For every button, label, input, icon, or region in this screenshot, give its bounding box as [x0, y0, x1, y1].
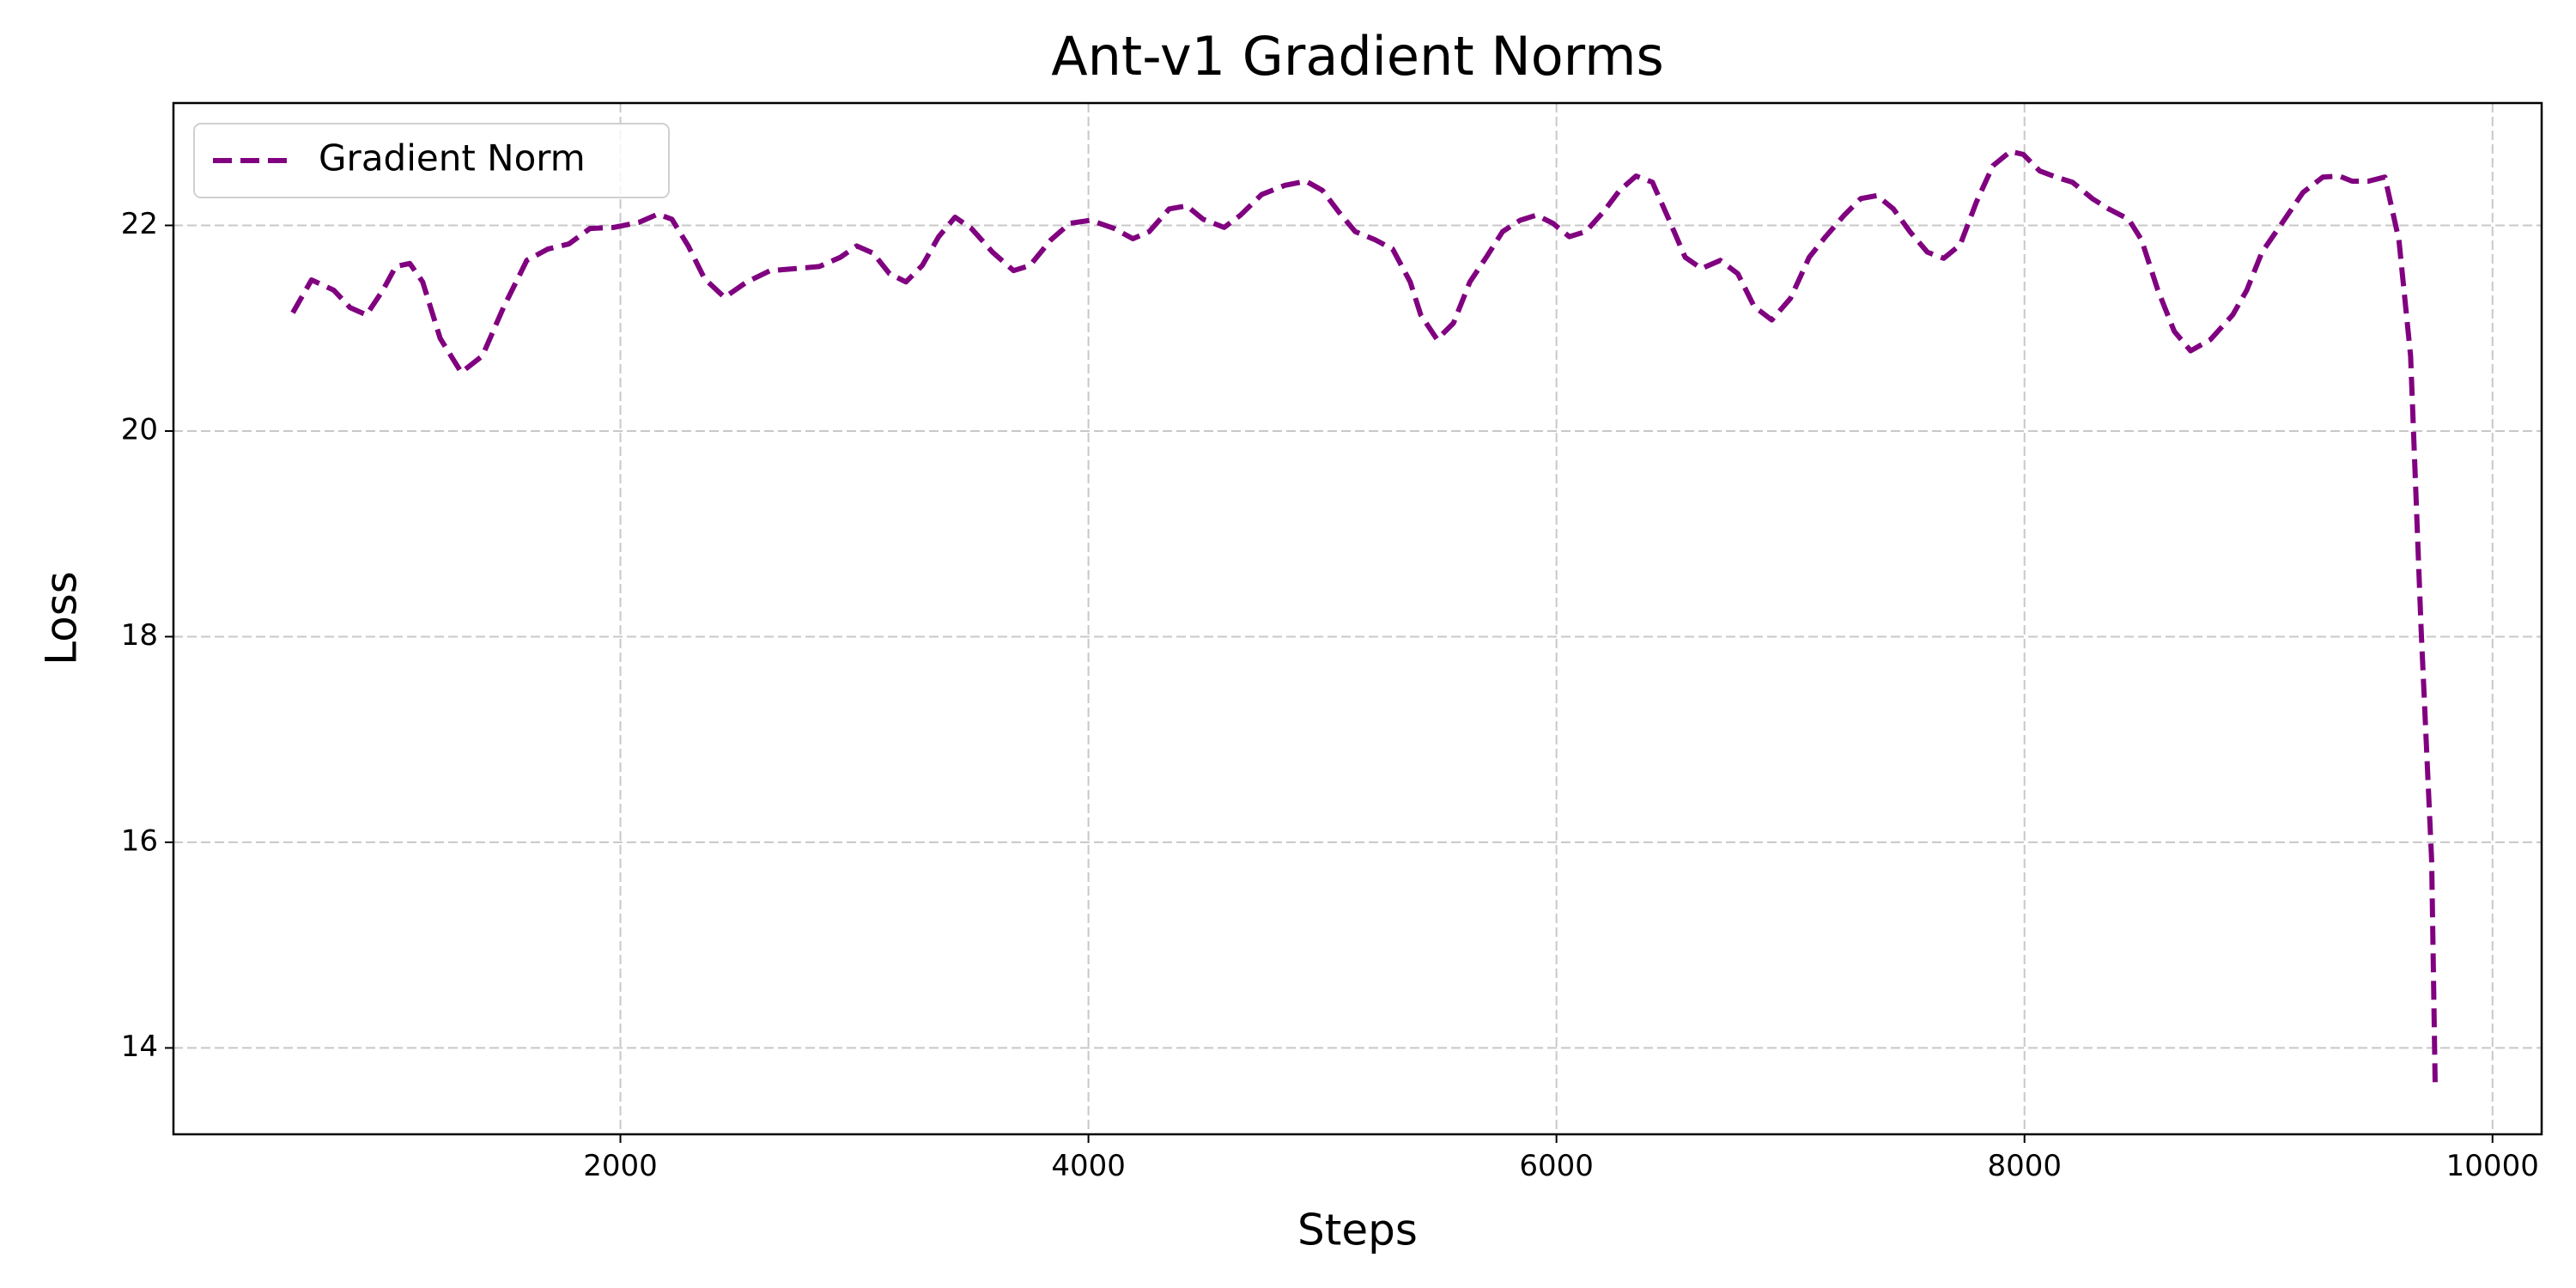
data-line — [290, 149, 2438, 1085]
y-tick-label: 16 — [121, 823, 158, 858]
x-axis-label: Steps — [1297, 1206, 1418, 1255]
legend-label: Gradient Norm — [319, 137, 586, 179]
y-tick-label: 14 — [121, 1030, 158, 1064]
x-tick-label: 8000 — [1987, 1149, 2062, 1183]
legend-box — [193, 123, 670, 198]
y-tick-label: 22 — [121, 207, 158, 241]
chart-title: Ant-v1 Gradient Norms — [1051, 25, 1664, 88]
y-axis-label: Loss — [37, 571, 87, 665]
x-tick-label: 10000 — [2446, 1149, 2539, 1183]
plot-frame — [172, 101, 2543, 1136]
x-tick-label: 2000 — [583, 1149, 658, 1183]
y-tick-label: 18 — [121, 618, 158, 653]
x-tick-label: 4000 — [1051, 1149, 1126, 1183]
y-tick-label: 20 — [121, 412, 158, 447]
x-tick-label: 6000 — [1519, 1149, 1594, 1183]
